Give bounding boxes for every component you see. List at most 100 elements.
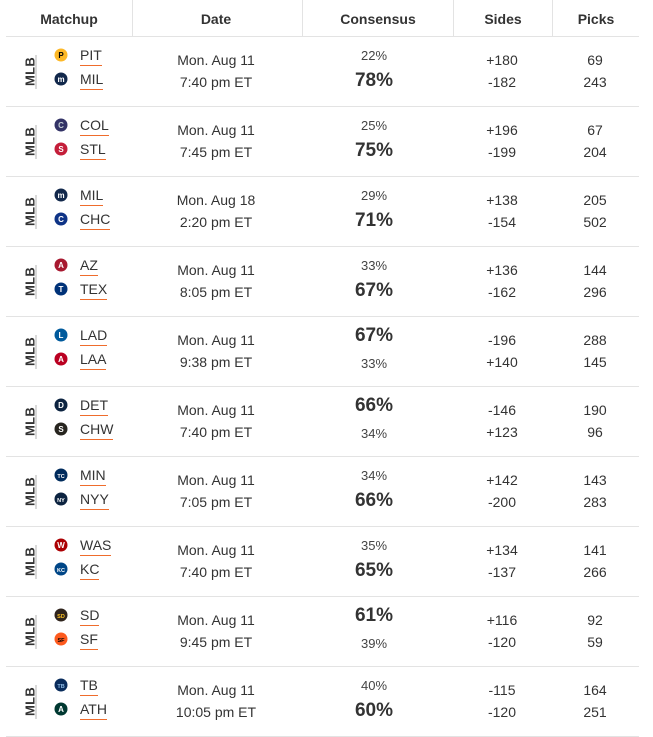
header-consensus[interactable]: Consensus bbox=[340, 11, 416, 27]
picks-home: 251 bbox=[583, 704, 607, 720]
header-picks[interactable]: Picks bbox=[577, 11, 615, 27]
consensus-away: 61% bbox=[354, 605, 394, 626]
picks-away: 141 bbox=[583, 542, 607, 558]
side-away: +142 bbox=[486, 472, 518, 488]
header-date[interactable]: Date bbox=[200, 11, 232, 27]
picks-away: 164 bbox=[583, 682, 607, 698]
picks-home: 59 bbox=[587, 634, 603, 650]
home-team-link[interactable]: ATH bbox=[80, 701, 107, 720]
consensus-away: 22% bbox=[360, 48, 388, 63]
picks-away: 143 bbox=[583, 472, 607, 488]
header-sides[interactable]: Sides bbox=[484, 11, 522, 27]
game-date: Mon. Aug 11 bbox=[177, 52, 255, 68]
table-row[interactable]: MLB D DET S CHW Mon. Aug 11 7:40 pm ET 66% 34% -1… bbox=[6, 387, 639, 457]
away-team-link[interactable]: MIN bbox=[80, 467, 106, 486]
consensus-home: 39% bbox=[360, 636, 388, 651]
svg-text:m: m bbox=[57, 75, 64, 84]
home-team-link[interactable]: NYY bbox=[80, 491, 109, 510]
side-away: -196 bbox=[487, 332, 517, 348]
side-away: -115 bbox=[488, 682, 516, 698]
table-row[interactable]: MLB P PIT m MIL Mon. Aug 11 7:40 pm ET 22% 78% +1… bbox=[6, 37, 639, 107]
royals-logo-icon: KC bbox=[54, 562, 68, 576]
table-row[interactable]: MLB C COL S STL Mon. Aug 11 7:45 pm ET 25% 75% +1… bbox=[6, 107, 639, 177]
away-team-link[interactable]: WAS bbox=[80, 537, 112, 556]
away-team-link[interactable]: SD bbox=[80, 607, 100, 626]
consensus-home: 34% bbox=[360, 426, 388, 441]
home-team-link[interactable]: TEX bbox=[80, 281, 108, 300]
home-team-link[interactable]: CHW bbox=[80, 421, 114, 440]
twins-logo-icon: TC bbox=[54, 468, 68, 482]
league-label: MLB bbox=[22, 597, 38, 666]
table-row[interactable]: MLB m MIL C CHC Mon. Aug 18 2:20 pm ET 29% 71% +1… bbox=[6, 177, 639, 247]
away-team-link[interactable]: COL bbox=[80, 117, 109, 136]
away-team-link[interactable]: TB bbox=[80, 677, 98, 696]
away-team-link[interactable]: LAD bbox=[80, 327, 108, 346]
league-divider bbox=[35, 55, 37, 89]
brewers-logo-icon: m bbox=[54, 72, 68, 86]
rangers-logo-icon: T bbox=[54, 282, 68, 296]
home-team-link[interactable]: STL bbox=[80, 141, 106, 160]
table-row[interactable]: MLB TC MIN NY NYY Mon. Aug 11 7:05 pm ET 34% 66%… bbox=[6, 457, 639, 527]
pirates-logo-icon: P bbox=[54, 48, 68, 62]
side-home: -137 bbox=[487, 564, 517, 580]
home-team-link[interactable]: LAA bbox=[80, 351, 107, 370]
consensus-home: 66% bbox=[354, 490, 394, 511]
side-home: +123 bbox=[486, 424, 518, 440]
league-label: MLB bbox=[22, 107, 38, 176]
header-divider bbox=[302, 0, 303, 36]
cardinals-logo-icon: S bbox=[54, 142, 68, 156]
header-matchup[interactable]: Matchup bbox=[40, 11, 98, 27]
table-row[interactable]: MLB TB TB A ATH Mon. Aug 11 10:05 pm ET 40% 60% -… bbox=[6, 667, 639, 737]
consensus-home: 60% bbox=[354, 700, 394, 721]
league-label: MLB bbox=[22, 457, 38, 526]
svg-text:KC: KC bbox=[57, 568, 65, 574]
league-label: MLB bbox=[22, 527, 38, 596]
away-team-link[interactable]: DET bbox=[80, 397, 108, 416]
league-divider bbox=[35, 195, 37, 229]
consensus-away: 33% bbox=[360, 258, 388, 273]
home-team-link[interactable]: MIL bbox=[80, 71, 104, 90]
game-date: Mon. Aug 11 bbox=[177, 402, 255, 418]
svg-text:P: P bbox=[58, 51, 64, 60]
away-team-link[interactable]: AZ bbox=[80, 257, 98, 276]
league-divider bbox=[35, 545, 37, 579]
picks-home: 296 bbox=[583, 284, 607, 300]
consensus-home: 67% bbox=[354, 280, 394, 301]
picks-away: 205 bbox=[583, 192, 607, 208]
home-team-link[interactable]: SF bbox=[80, 631, 98, 650]
table-row[interactable]: MLB SD SD SF SF Mon. Aug 11 9:45 pm ET 61% 39% +1… bbox=[6, 597, 639, 667]
svg-text:T: T bbox=[59, 285, 64, 294]
angels-logo-icon: A bbox=[54, 352, 68, 366]
side-away: -146 bbox=[487, 402, 517, 418]
away-team-link[interactable]: PIT bbox=[80, 47, 102, 66]
side-home: -120 bbox=[487, 634, 517, 650]
consensus-table: Matchup Date Consensus Sides Picks MLB P P… bbox=[6, 0, 639, 737]
consensus-away: 66% bbox=[354, 395, 394, 416]
picks-home: 145 bbox=[583, 354, 607, 370]
side-away: +196 bbox=[486, 122, 518, 138]
padres-logo-icon: SD bbox=[54, 608, 68, 622]
nationals-logo-icon: W bbox=[54, 538, 68, 552]
league-divider bbox=[35, 335, 37, 369]
league-label: MLB bbox=[22, 317, 38, 386]
picks-away: 92 bbox=[587, 612, 603, 628]
consensus-home: 75% bbox=[354, 140, 394, 161]
diamondbacks-logo-icon: A bbox=[54, 258, 68, 272]
header-divider bbox=[453, 0, 454, 36]
svg-text:D: D bbox=[58, 401, 64, 410]
svg-text:W: W bbox=[57, 541, 65, 550]
svg-text:L: L bbox=[59, 331, 64, 340]
picks-home: 243 bbox=[583, 74, 607, 90]
picks-home: 96 bbox=[587, 424, 603, 440]
league-label: MLB bbox=[22, 37, 38, 106]
table-row[interactable]: MLB W WAS KC KC Mon. Aug 11 7:40 pm ET 35% 65% +1… bbox=[6, 527, 639, 597]
away-team-link[interactable]: MIL bbox=[80, 187, 104, 206]
table-row[interactable]: MLB L LAD A LAA Mon. Aug 11 9:38 pm ET 67% 33% -1… bbox=[6, 317, 639, 387]
home-team-link[interactable]: KC bbox=[80, 561, 100, 580]
game-date: Mon. Aug 11 bbox=[177, 612, 255, 628]
svg-text:S: S bbox=[58, 425, 64, 434]
table-row[interactable]: MLB A AZ T TEX Mon. Aug 11 8:05 pm ET 33% 67% +13… bbox=[6, 247, 639, 317]
home-team-link[interactable]: CHC bbox=[80, 211, 111, 230]
side-home: -154 bbox=[487, 214, 517, 230]
consensus-away: 34% bbox=[360, 468, 388, 483]
